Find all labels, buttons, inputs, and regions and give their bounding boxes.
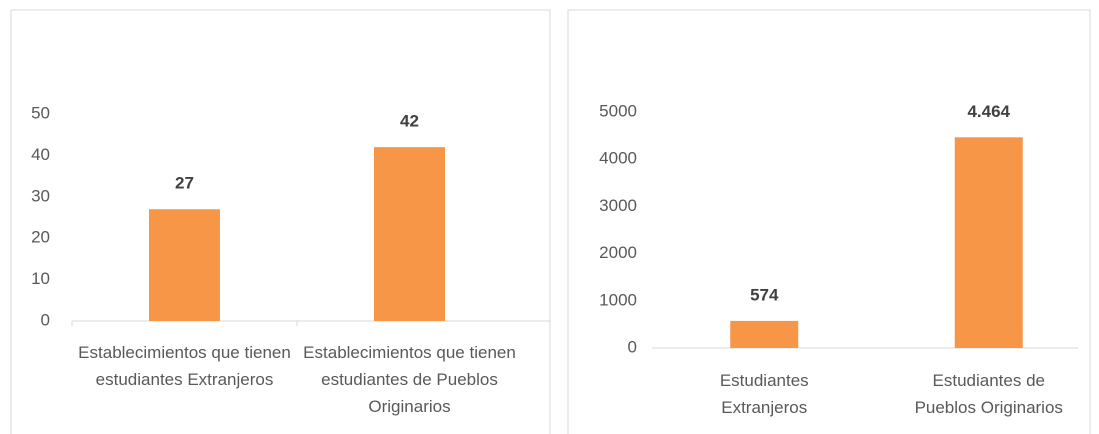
data-label: 27 (175, 174, 194, 193)
bar (374, 147, 445, 321)
y-tick-label: 40 (31, 145, 50, 164)
x-tick-label: Estudiantes de Pueblos Originarios (914, 371, 1063, 417)
y-tick-label: 0 (41, 310, 50, 329)
y-tick-label: 0 (628, 337, 637, 356)
y-tick-label: 2000 (599, 243, 637, 262)
y-tick-label: 30 (31, 186, 50, 205)
x-tick-label: Establecimientos que tienen estudiantes … (78, 343, 291, 389)
x-tick-label: Establecimientos que tienen estudiantes … (303, 343, 516, 416)
data-label: 4.464 (967, 102, 1010, 121)
bar (954, 137, 1023, 348)
y-tick-label: 10 (31, 269, 50, 288)
y-tick-label: 50 (31, 103, 50, 122)
panel-border (567, 9, 1091, 434)
x-tick-label: Estudiantes Extranjeros (719, 371, 809, 417)
bar (149, 209, 220, 321)
y-tick-label: 3000 (599, 196, 637, 215)
y-tick-label: 20 (31, 228, 50, 247)
panel-border (10, 9, 551, 434)
y-tick-label: 5000 (599, 101, 637, 120)
data-label: 574 (750, 285, 779, 304)
y-tick-label: 4000 (599, 149, 637, 168)
data-label: 42 (400, 112, 419, 131)
bar (730, 320, 799, 348)
y-tick-label: 1000 (599, 290, 637, 309)
